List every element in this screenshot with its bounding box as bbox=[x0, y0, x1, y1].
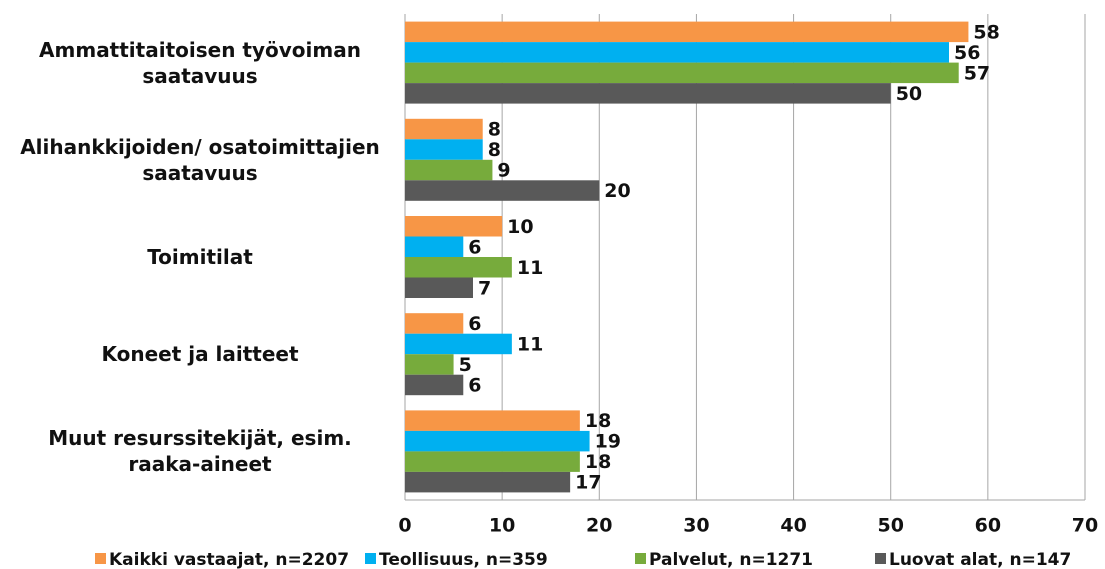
legend-label: Teollisuus, n=359 bbox=[379, 550, 548, 569]
value-label: 50 bbox=[896, 83, 922, 105]
bar bbox=[405, 333, 512, 355]
bar bbox=[405, 21, 969, 43]
bar bbox=[405, 410, 580, 431]
x-tick-label: 40 bbox=[780, 515, 806, 537]
bar bbox=[405, 236, 464, 257]
value-label: 11 bbox=[517, 257, 543, 279]
value-label: 19 bbox=[595, 431, 621, 453]
legend-swatch bbox=[365, 553, 376, 564]
value-label: 11 bbox=[517, 333, 543, 355]
category-label: Koneet ja laitteet bbox=[101, 342, 299, 367]
x-tick-label: 30 bbox=[683, 515, 709, 537]
bar bbox=[405, 313, 464, 334]
value-label: 57 bbox=[964, 62, 990, 84]
legend-label: Kaikki vastaajat, n=2207 bbox=[109, 550, 349, 569]
bar bbox=[405, 354, 454, 375]
x-tick-label: 10 bbox=[489, 515, 515, 537]
bar bbox=[405, 62, 959, 84]
x-tick-label: 60 bbox=[975, 515, 1001, 537]
bar bbox=[405, 257, 512, 278]
legend-swatch bbox=[95, 553, 106, 564]
bar bbox=[405, 374, 464, 396]
value-label: 10 bbox=[507, 216, 533, 238]
legend-swatch bbox=[635, 553, 646, 564]
x-tick-label: 20 bbox=[586, 515, 612, 537]
legend-label: Palvelut, n=1271 bbox=[649, 550, 813, 569]
category-label: Ammattitaitoisen työvoiman saatavuus bbox=[39, 37, 361, 88]
bar bbox=[405, 471, 571, 493]
x-tick-label: 50 bbox=[877, 515, 903, 537]
bar bbox=[405, 430, 590, 452]
value-label: 6 bbox=[468, 374, 481, 396]
bar bbox=[405, 139, 483, 160]
value-label: 6 bbox=[468, 236, 481, 258]
value-label: 6 bbox=[468, 313, 481, 335]
value-label: 9 bbox=[497, 160, 510, 182]
bar bbox=[405, 159, 493, 181]
x-tick-label: 70 bbox=[1072, 515, 1098, 537]
bar bbox=[405, 277, 473, 298]
legend-swatch bbox=[875, 553, 886, 564]
value-label: 8 bbox=[488, 119, 501, 141]
x-tick-label: 0 bbox=[398, 515, 411, 537]
value-label: 20 bbox=[604, 180, 630, 202]
bar bbox=[405, 83, 891, 104]
value-label: 7 bbox=[478, 277, 491, 299]
bar bbox=[405, 118, 483, 140]
value-label: 8 bbox=[488, 139, 501, 161]
value-label: 56 bbox=[954, 42, 980, 64]
bar bbox=[405, 42, 949, 63]
bar bbox=[405, 451, 580, 472]
value-label: 5 bbox=[459, 354, 472, 376]
value-label: 17 bbox=[575, 472, 601, 494]
category-label: Toimitilat bbox=[147, 245, 253, 269]
value-label: 18 bbox=[585, 451, 611, 473]
value-label: 58 bbox=[973, 21, 999, 43]
bar bbox=[405, 180, 600, 201]
value-label: 18 bbox=[585, 410, 611, 432]
category-label: Muut resurssitekijät, esim. raaka-aineet bbox=[48, 426, 352, 477]
bar bbox=[405, 216, 503, 237]
legend-label: Luovat alat, n=147 bbox=[889, 550, 1071, 569]
category-label: Alihankkijoiden/ osatoimittajien saatavu… bbox=[20, 134, 380, 185]
